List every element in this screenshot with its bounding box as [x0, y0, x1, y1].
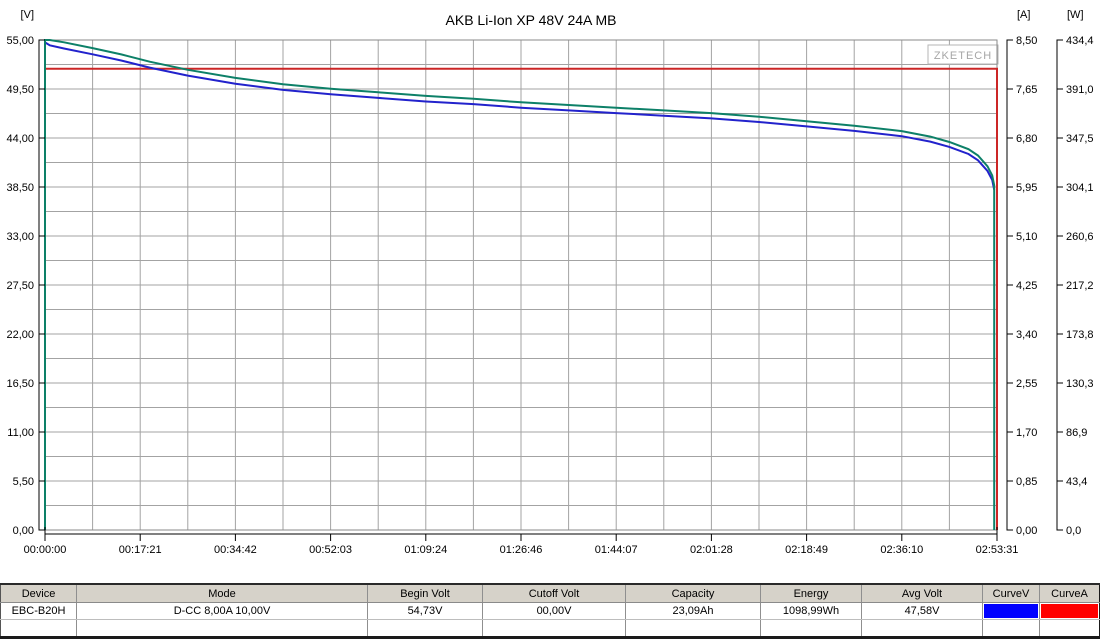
a-axis-tick-label: 5,10: [1016, 231, 1037, 243]
grid-lines: [45, 40, 997, 530]
a-axis-tick-label: 2,55: [1016, 378, 1037, 390]
cell-begin-volt: 54,73V: [368, 603, 483, 619]
w-axis-tick-label: 217,2: [1066, 280, 1094, 292]
w-axis-tick-label: 173,8: [1066, 329, 1094, 341]
a-axis-tick-label: 4,25: [1016, 280, 1037, 292]
curves: [44, 39, 998, 530]
v-axis-tick-label: 5,50: [13, 476, 34, 488]
table-row-result: EBC-B20H D-CC 8,00A 10,00V 54,73V 00,00V…: [0, 603, 1100, 620]
w-axis-tick-label: 391,0: [1066, 84, 1094, 96]
w-axis-tick-label: 0,0: [1066, 525, 1081, 537]
header-capacity: Capacity: [626, 585, 761, 602]
zketech-watermark: ZKETECH: [927, 44, 999, 65]
x-axis-ruler: [44, 527, 998, 541]
x-axis-tick-label: 00:00:00: [24, 544, 67, 556]
v-axis-tick-label: 33,00: [6, 231, 34, 243]
x-axis-tick-label: 01:26:46: [500, 544, 543, 556]
v-axis-tick-label: 38,50: [6, 182, 34, 194]
header-device: Device: [0, 585, 77, 602]
w-axis-tick-label: 260,6: [1066, 231, 1094, 243]
a-axis-ruler: [1006, 39, 1013, 531]
cell-capacity: 23,09Ah: [626, 603, 761, 619]
v-axis-unit-label: [V]: [21, 9, 34, 21]
header-cutoff-volt: Cutoff Volt: [483, 585, 626, 602]
curve-v-color-swatch[interactable]: [984, 604, 1038, 618]
header-curve-a: CurveA: [1040, 585, 1100, 602]
v-axis-tick-label: 0,00: [13, 525, 34, 537]
v-axis-tick-label: 16,50: [6, 378, 34, 390]
x-axis-tick-label: 02:36:10: [880, 544, 923, 556]
x-axis-tick-label: 02:01:28: [690, 544, 733, 556]
cell-device: EBC-B20H: [0, 603, 77, 619]
x-axis-tick-label: 01:09:24: [404, 544, 447, 556]
header-mode: Mode: [77, 585, 368, 602]
chart-title: AKB Li-Ion XP 48V 24A MB: [446, 12, 617, 28]
cell-cutoff-volt: 00,00V: [483, 603, 626, 619]
v-axis-ruler: [38, 39, 45, 531]
w-axis-ruler: [1056, 39, 1063, 531]
cell-curve-a: [1040, 603, 1100, 619]
header-begin-volt: Begin Volt: [368, 585, 483, 602]
a-axis-tick-label: 7,65: [1016, 84, 1037, 96]
cell-avg-volt: 47,58V: [862, 603, 983, 619]
v-axis-tick-label: 22,00: [6, 329, 34, 341]
header-energy: Energy: [761, 585, 862, 602]
watermark-text: ZKETECH: [934, 50, 992, 62]
a-axis-tick-label: 3,40: [1016, 329, 1037, 341]
w-axis-tick-label: 86,9: [1066, 427, 1087, 439]
w-axis-tick-label: 43,4: [1066, 476, 1087, 488]
a-axis-tick-label: 0,00: [1016, 525, 1037, 537]
v-axis-tick-label: 27,50: [6, 280, 34, 292]
v-axis-tick-label: 11,00: [7, 427, 34, 439]
results-table: Device Mode Begin Volt Cutoff Volt Capac…: [0, 583, 1100, 639]
a-axis-tick-label: 1,70: [1016, 427, 1037, 439]
a-axis-tick-label: 6,80: [1016, 133, 1037, 145]
header-avg-volt: Avg Volt: [862, 585, 983, 602]
x-axis-tick-label: 00:17:21: [119, 544, 162, 556]
w-axis-tick-label: 347,5: [1066, 133, 1094, 145]
cell-mode: D-CC 8,00A 10,00V: [77, 603, 368, 619]
w-axis-tick-label: 130,3: [1066, 378, 1094, 390]
a-axis-unit-label: [A]: [1017, 9, 1030, 21]
a-axis-tick-label: 5,95: [1016, 182, 1037, 194]
a-axis-tick-label: 0,85: [1016, 476, 1037, 488]
v-axis-tick-label: 44,00: [6, 133, 34, 145]
v-axis-tick-label: 55,00: [6, 35, 34, 47]
x-axis-tick-label: 00:52:03: [309, 544, 352, 556]
axes: 55,00 49,50 44,00 38,50 33,00 27,50 22,00 16,50…: [6, 35, 1093, 556]
a-axis-tick-label: 8,50: [1016, 35, 1037, 47]
x-axis-tick-label: 02:18:49: [785, 544, 828, 556]
w-axis-tick-label: 304,1: [1066, 182, 1094, 194]
watermark-box: [927, 44, 999, 65]
table-header-row: Device Mode Begin Volt Cutoff Volt Capac…: [0, 585, 1100, 603]
voltage-curve: [44, 41, 996, 190]
curve-a-color-swatch[interactable]: [1041, 604, 1098, 618]
cell-energy: 1098,99Wh: [761, 603, 862, 619]
x-axis-tick-label: 01:44:07: [595, 544, 638, 556]
cell-curve-v: [983, 603, 1040, 619]
x-axis-tick-label: 02:53:31: [976, 544, 1019, 556]
v-axis-tick-label: 49,50: [6, 84, 34, 96]
x-axis-tick-label: 00:34:42: [214, 544, 257, 556]
w-axis-tick-label: 434,4: [1066, 35, 1094, 47]
w-axis-unit-label: [W]: [1067, 9, 1084, 21]
power-curve: [44, 39, 996, 530]
discharge-chart: ZKETECH 55,00 49,50 44,00 38,50 33,00 27,50 22…: [6, 9, 1093, 556]
table-row-empty: [0, 620, 1100, 636]
header-curve-v: CurveV: [983, 585, 1040, 602]
